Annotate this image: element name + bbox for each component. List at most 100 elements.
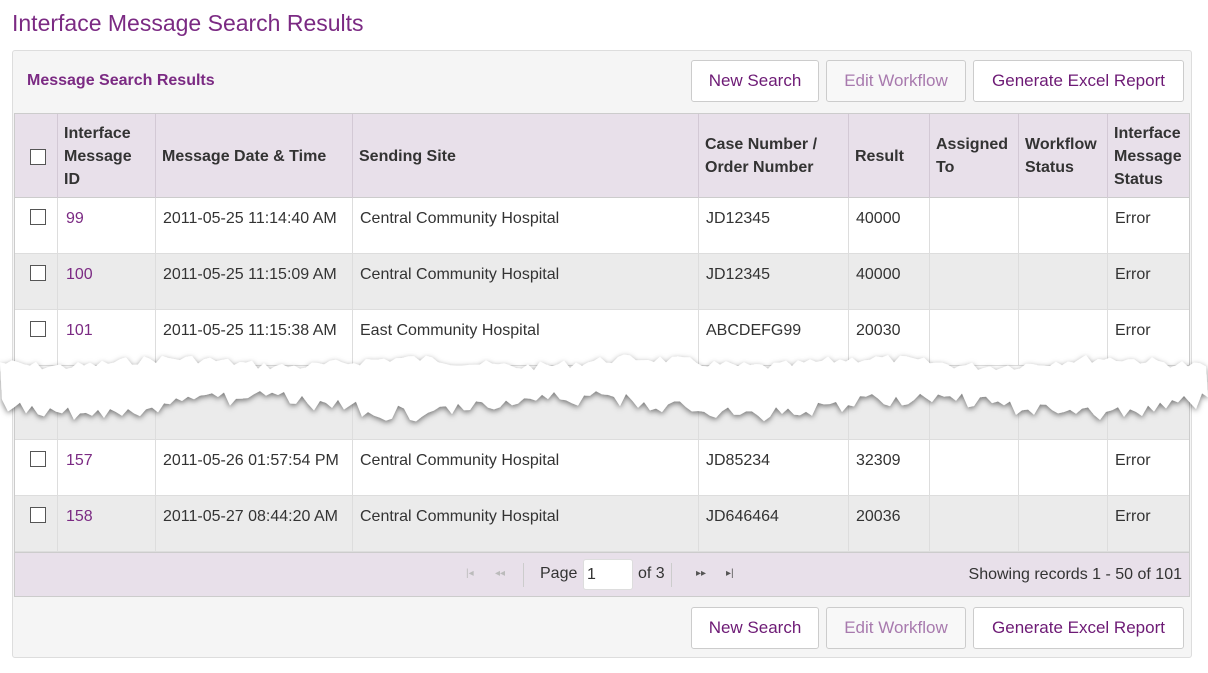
column-header: Result bbox=[849, 114, 930, 198]
header-row bbox=[15, 114, 1189, 198]
pager-prev: ◂◂ bbox=[495, 568, 506, 579]
pager-summary: Showing records 1 - 50 of 101 bbox=[968, 566, 1182, 583]
column-header: Message Date & Time bbox=[156, 114, 353, 198]
cell-border bbox=[849, 440, 930, 496]
column-header: Assigned To bbox=[930, 114, 1019, 198]
pager-separator bbox=[523, 563, 524, 587]
cell-border bbox=[156, 496, 353, 552]
cell-border bbox=[353, 384, 699, 440]
row-checkbox[interactable] bbox=[30, 265, 46, 281]
cell-border bbox=[58, 310, 156, 366]
cell-border bbox=[353, 254, 699, 310]
cell-border bbox=[156, 310, 353, 366]
cell-text: Central Community Hospital bbox=[360, 452, 560, 469]
cell-text: Central Community Hospital bbox=[360, 508, 560, 525]
cell-text: Error bbox=[1115, 452, 1151, 469]
table-row bbox=[15, 496, 1189, 552]
button[interactable]: Edit Workflow bbox=[826, 60, 966, 102]
cell-border bbox=[58, 440, 156, 496]
button[interactable]: New Search bbox=[691, 60, 819, 102]
header-cell bbox=[15, 114, 58, 198]
pager-next[interactable]: ▸▸ bbox=[696, 568, 707, 579]
cell-border bbox=[849, 496, 930, 552]
cell-text: 40000 bbox=[856, 210, 901, 227]
cell-text: 2011-05-25 11:15:09 AM bbox=[163, 266, 337, 283]
row-checkbox[interactable] bbox=[30, 209, 46, 225]
pager-last[interactable]: ▸| bbox=[726, 568, 734, 579]
cell-text: East Community Hospital bbox=[360, 322, 540, 339]
row-checkbox[interactable] bbox=[30, 321, 46, 337]
cell-border bbox=[156, 254, 353, 310]
cell-border bbox=[1019, 254, 1108, 310]
cell-border bbox=[699, 198, 849, 254]
cell-text: 2011-05-25 11:14:40 AM bbox=[163, 210, 337, 227]
cell-border bbox=[1019, 496, 1108, 552]
cell-border bbox=[930, 310, 1019, 366]
cell-border bbox=[849, 198, 930, 254]
results-table: Interface Message ID Message Date & Time S… bbox=[14, 113, 1190, 597]
message-id-link[interactable]: 99 bbox=[66, 210, 84, 227]
cell-border bbox=[58, 496, 156, 552]
cell-border bbox=[1019, 310, 1108, 366]
message-id-link[interactable]: 100 bbox=[66, 266, 93, 283]
cell-text: Error bbox=[1115, 322, 1151, 339]
cell-border bbox=[930, 254, 1019, 310]
cell-text: 2011-05-27 08:44:20 AM bbox=[163, 508, 338, 525]
pager-separator bbox=[671, 563, 672, 587]
column-header: Interface Message Status bbox=[1108, 114, 1189, 198]
cell-border bbox=[156, 440, 353, 496]
button[interactable]: Generate Excel Report bbox=[973, 60, 1184, 102]
cell-border bbox=[849, 384, 930, 440]
cell-border bbox=[699, 310, 849, 366]
table-row bbox=[15, 198, 1189, 254]
row-checkbox[interactable] bbox=[30, 451, 46, 467]
message-id-link[interactable]: 101 bbox=[66, 322, 93, 339]
pager-of: of 3 bbox=[638, 565, 665, 582]
cell-text: 32309 bbox=[856, 452, 901, 469]
cell-border bbox=[15, 310, 58, 366]
cell-border bbox=[353, 198, 699, 254]
cell-text: JD12345 bbox=[706, 266, 771, 283]
button[interactable]: New Search bbox=[691, 607, 819, 649]
message-id-link[interactable]: 158 bbox=[66, 508, 93, 525]
cell-border bbox=[1019, 198, 1108, 254]
header-checkbox[interactable] bbox=[30, 149, 46, 165]
cell-border bbox=[15, 496, 58, 552]
cell-border bbox=[699, 440, 849, 496]
tear-shape bbox=[0, 354, 1208, 422]
cell-text: 2011-05-26 01:57:54 PM bbox=[163, 452, 339, 469]
cell-text: JD646464 bbox=[706, 508, 779, 525]
cell-text: 20036 bbox=[856, 508, 901, 525]
cell-border bbox=[353, 496, 699, 552]
cell-border bbox=[156, 384, 353, 440]
column-header: Workflow Status bbox=[1019, 114, 1108, 198]
cell-text: 20030 bbox=[856, 322, 901, 339]
cell-border bbox=[1019, 440, 1108, 496]
page-input[interactable]: 1 bbox=[583, 559, 633, 590]
cell-border bbox=[15, 254, 58, 310]
column-header: Sending Site bbox=[353, 114, 699, 198]
message-id-link[interactable]: 157 bbox=[66, 452, 93, 469]
cell-text: 40000 bbox=[856, 266, 901, 283]
cell-border bbox=[930, 198, 1019, 254]
cell-border bbox=[15, 198, 58, 254]
row-checkbox[interactable] bbox=[30, 507, 46, 523]
cell-border bbox=[699, 496, 849, 552]
pager-page-label: Page bbox=[540, 565, 578, 582]
cell-border bbox=[15, 440, 58, 496]
cell-border bbox=[699, 254, 849, 310]
cell-border bbox=[930, 496, 1019, 552]
pager-first: |◂ bbox=[466, 568, 474, 579]
torn-edge bbox=[0, 354, 1208, 422]
button[interactable]: Generate Excel Report bbox=[973, 607, 1184, 649]
table-row bbox=[15, 440, 1189, 496]
column-header: Case Number / Order Number bbox=[699, 114, 849, 198]
cell-text: ABCDEFG99 bbox=[706, 322, 802, 339]
button[interactable]: Edit Workflow bbox=[826, 607, 966, 649]
cell-text: Error bbox=[1115, 266, 1151, 283]
cell-text: JD12345 bbox=[706, 210, 771, 227]
cell-border bbox=[1019, 384, 1108, 440]
panel-title: Message Search Results bbox=[27, 72, 215, 89]
cell-border bbox=[353, 310, 699, 366]
cell-border bbox=[156, 198, 353, 254]
